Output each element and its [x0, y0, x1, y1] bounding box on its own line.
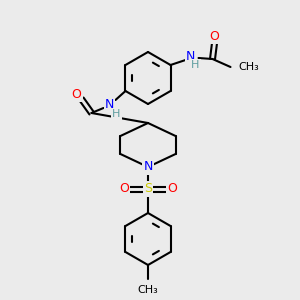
Text: N: N: [186, 50, 195, 64]
Text: O: O: [71, 88, 81, 100]
Text: CH₃: CH₃: [238, 62, 259, 72]
Text: O: O: [167, 182, 177, 196]
Text: O: O: [210, 29, 220, 43]
Text: N: N: [143, 160, 153, 173]
Text: H: H: [191, 60, 200, 70]
Text: O: O: [119, 182, 129, 196]
Text: S: S: [144, 182, 152, 196]
Text: CH₃: CH₃: [138, 285, 158, 295]
Text: H: H: [112, 109, 121, 119]
Text: N: N: [105, 98, 114, 112]
